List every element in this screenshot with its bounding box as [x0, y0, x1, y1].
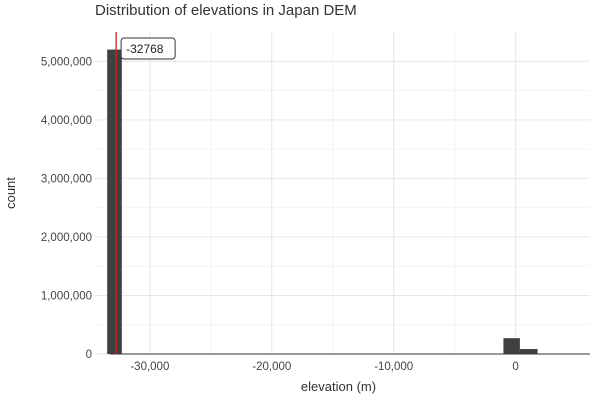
- annotation-label-box: [120, 37, 176, 60]
- histogram-bar: [107, 49, 122, 355]
- x-tick-label: -10,000: [374, 361, 413, 373]
- y-tick-label: 0: [86, 349, 92, 361]
- histogram-bar: [519, 349, 538, 354]
- annotation: -32768: [115, 32, 176, 354]
- x-tick-label: -20,000: [252, 361, 291, 373]
- y-tick-label: 2,000,000: [41, 232, 92, 244]
- grid-lines: [95, 32, 590, 355]
- histogram-bars: [107, 49, 571, 355]
- annotation-label: -32768: [126, 42, 164, 56]
- x-tick-label: -30,000: [130, 361, 169, 373]
- y-tick-labels: 0 1,000,000 2,000,000 3,000,000 4,000,000 5,0…: [41, 56, 92, 361]
- y-tick-label: 1,000,000: [41, 290, 92, 302]
- y-tick-label: 3,000,000: [41, 173, 92, 185]
- x-tick-label: 0: [512, 361, 518, 373]
- y-tick-label: 4,000,000: [41, 115, 92, 127]
- x-axis-title: elevation (m): [301, 379, 376, 394]
- x-tick-labels: -30,000 -20,000 -10,000 0: [130, 361, 518, 373]
- y-axis-title: count: [3, 177, 18, 209]
- histogram-bar: [503, 338, 520, 354]
- y-tick-label: 5,000,000: [41, 56, 92, 68]
- chart-title: Distribution of elevations in Japan DEM: [95, 2, 357, 19]
